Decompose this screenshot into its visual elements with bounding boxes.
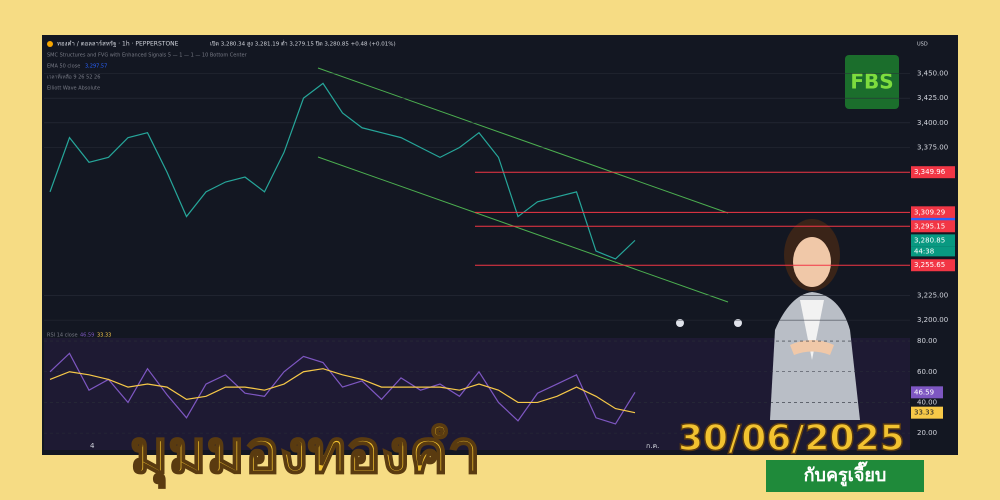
countdown-tag: [911, 246, 955, 257]
price-line: [49, 82, 636, 260]
y-tick-label: 80.00: [917, 337, 937, 345]
currency: USD: [917, 42, 928, 48]
rsi-title: RSI 14 close: [47, 333, 78, 339]
level-tag: [911, 166, 955, 179]
indicator: SMC Structures and FVG with Enhanced Sig…: [47, 53, 248, 59]
indicator: EMA 50 close: [47, 64, 80, 70]
marker-tag: [911, 406, 943, 419]
logo-box: [845, 55, 899, 109]
marker-label: 33.33: [914, 409, 934, 417]
symbol-icon: [47, 41, 53, 47]
presenter-photo: [770, 219, 860, 420]
level-label: 3,309.29: [914, 208, 945, 216]
y-tick-label: 3,400.00: [917, 119, 948, 127]
channel-bottom: [317, 156, 729, 303]
symbol: ทองคำ / ดอลลาร์สหรัฐ · 1h · PEPPERSTONE: [57, 40, 179, 48]
indicator: Elliott Wave Absolute: [47, 86, 100, 92]
date: 30/06/2025: [677, 417, 905, 460]
channel-top: [317, 67, 729, 214]
level-label: 3,255.65: [914, 261, 945, 269]
y-tick-label: 40.00: [917, 398, 937, 406]
ma-value: 33.33: [97, 333, 111, 339]
y-tick-label: 3,200.00: [917, 316, 948, 324]
event-icon: [734, 319, 742, 327]
logo: FBS: [850, 70, 893, 94]
title: มุมมองทองคำ: [129, 417, 482, 487]
event-icon: [676, 319, 684, 327]
time-label: ก.ค.: [646, 442, 659, 450]
level-label: 3,349.96: [914, 168, 946, 176]
y-tick-label: 3,375.00: [917, 143, 948, 151]
price-line: [49, 352, 636, 425]
countdown: 44:38: [914, 247, 934, 255]
indicator: เวลาที่เหลือ 9 26 52 26: [47, 74, 100, 81]
marker-label: 46.59: [914, 388, 934, 396]
presenter: กับครูเจี๊ยบ: [766, 460, 924, 492]
marker-tag: [911, 386, 943, 399]
y-tick-label: 3,225.00: [917, 291, 948, 299]
level-tag: [911, 206, 955, 219]
price-line: [49, 368, 636, 414]
rsi-value: 46.59: [80, 333, 94, 339]
y-tick-label: 20.00: [917, 429, 937, 437]
ema-value: 3,297.57: [85, 64, 107, 70]
level-tag: [911, 220, 955, 233]
y-tick-label: 3,450.00: [917, 70, 948, 78]
level-label: 3,280.85: [914, 236, 945, 244]
ohlc: เปิด 3,280.34 สูง 3,281.19 ต่ำ 3,279.15 …: [210, 40, 396, 48]
time-label: 4: [90, 442, 95, 450]
y-tick-label: 60.00: [917, 368, 937, 376]
level-tag: [911, 234, 955, 247]
y-tick-label: 3,425.00: [917, 94, 948, 102]
level-label: 3,295.15: [914, 222, 945, 230]
level-tag: [911, 259, 955, 272]
rsi-pane: [44, 338, 910, 450]
